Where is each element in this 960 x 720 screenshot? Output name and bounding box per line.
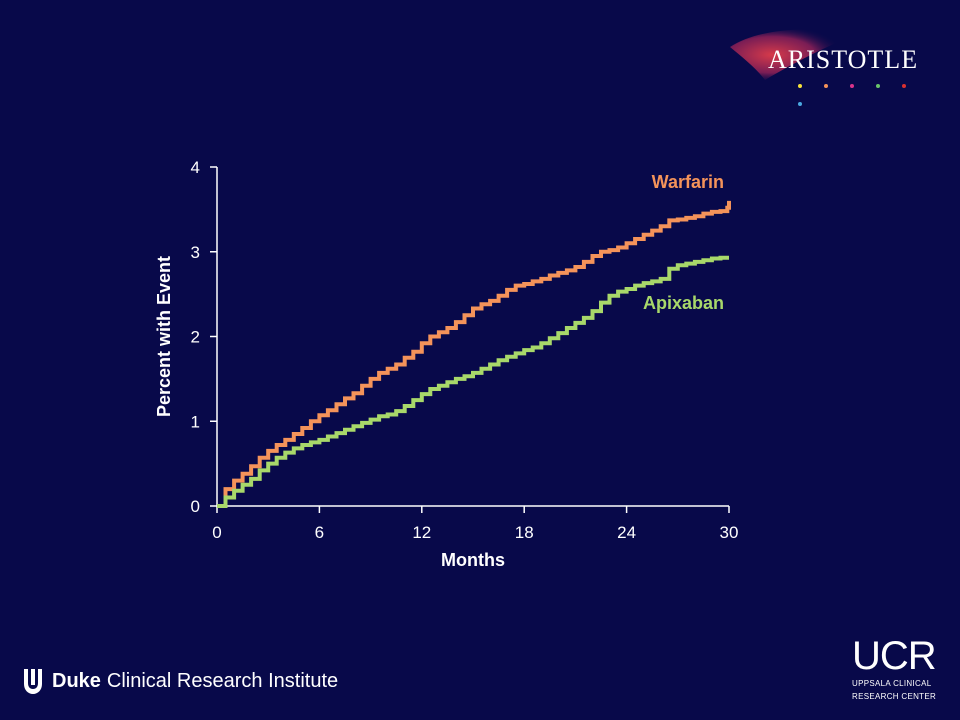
ucr-logo: UCR UPPSALA CLINICAL RESEARCH CENTER	[852, 634, 937, 702]
series-line-warfarin	[217, 200, 731, 508]
aristotle-dot	[876, 84, 880, 88]
aristotle-dot	[902, 84, 906, 88]
y-tick-label: 1	[191, 412, 200, 431]
aristotle-swoosh-icon	[730, 29, 850, 81]
ucr-wordmark: UCR	[852, 634, 937, 678]
aristotle-dot	[798, 102, 802, 106]
chart-series	[217, 200, 731, 508]
aristotle-dot	[824, 84, 828, 88]
y-tick-label: 2	[191, 328, 200, 347]
series-label-warfarin: Warfarin	[652, 172, 724, 192]
duke-institute-name: Clinical Research Institute	[106, 669, 339, 692]
aristotle-wordmark: ARISTOTLE	[768, 45, 919, 74]
aristotle-dot	[798, 84, 802, 88]
x-tick-label: 18	[515, 523, 534, 542]
aristotle-dot	[850, 84, 854, 88]
y-tick-label: 0	[191, 497, 200, 516]
duke-shield-icon	[24, 669, 42, 694]
y-tick-label: 4	[191, 158, 200, 177]
ucr-subtitle-2: RESEARCH CENTER	[852, 692, 937, 701]
y-tick-label: 3	[191, 243, 200, 262]
x-tick-label: 30	[720, 523, 739, 542]
aristotle-logo: ARISTOTLE	[730, 25, 945, 106]
x-tick-label: 6	[315, 523, 324, 542]
duke-logo: Duke Clinical Research Institute	[22, 666, 338, 696]
chart-axes	[216, 167, 729, 507]
ucr-subtitle-1: UPPSALA CLINICAL	[852, 679, 932, 688]
x-axis-title: Months	[441, 550, 505, 570]
series-label-apixaban: Apixaban	[643, 293, 724, 313]
y-axis-title: Percent with Event	[154, 256, 174, 417]
x-tick-label: 24	[617, 523, 636, 542]
x-tick-label: 12	[412, 523, 431, 542]
series-line-apixaban	[217, 255, 729, 508]
x-tick-label: 0	[212, 523, 221, 542]
duke-name: Duke	[52, 669, 101, 692]
aristotle-dots	[798, 75, 945, 106]
